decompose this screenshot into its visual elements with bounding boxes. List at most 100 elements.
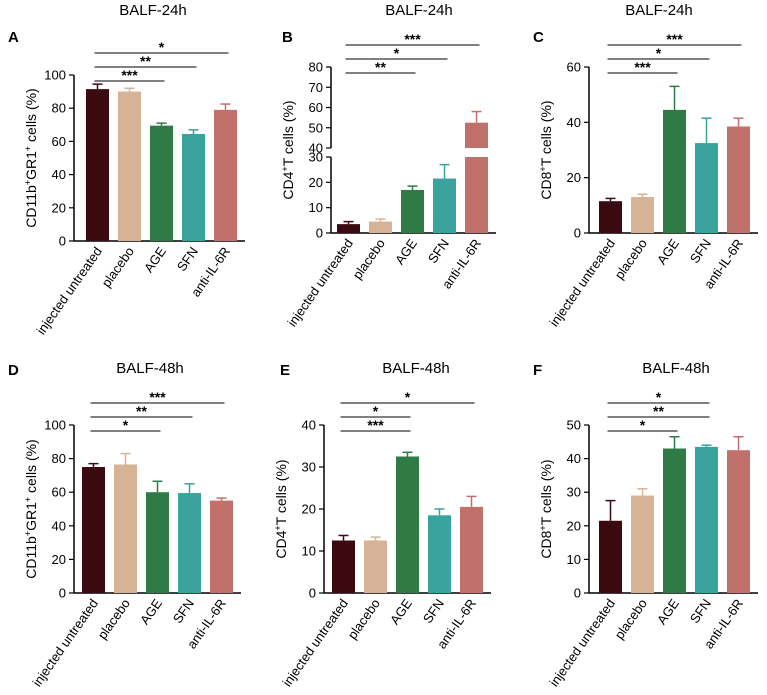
bar (631, 495, 654, 593)
bar (364, 540, 387, 593)
y-axis-label: CD4+T cells (%) (273, 459, 289, 558)
y-tick-label: 20 (302, 502, 316, 517)
y-label-part: GR1 (23, 151, 39, 180)
y-label-part: T cells (%) (280, 100, 296, 166)
significance-label: * (405, 389, 411, 405)
y-tick-label: 10 (302, 544, 316, 559)
significance-label: *** (404, 31, 421, 47)
bar (114, 464, 137, 593)
significance-label: *** (149, 389, 166, 405)
bar (695, 446, 718, 593)
bar (465, 157, 488, 233)
significance-label: * (373, 403, 379, 419)
panel-letter: F (533, 362, 542, 379)
y-tick-label: 0 (59, 234, 66, 249)
x-tick-label: SFN (425, 236, 452, 266)
significance-label: *** (666, 31, 683, 47)
y-axis-label: CD8+T cells (%) (538, 459, 554, 558)
y-tick-label: 20 (567, 170, 581, 185)
chart-title: BALF-24h (119, 2, 187, 19)
y-tick-label: 60 (52, 134, 66, 149)
panel-e: E BALF-48h 0 10 20 30 40 CD4+T cells (%) injecte… (273, 360, 491, 689)
y-tick-label: 20 (52, 200, 66, 215)
chart-title: BALF-48h (382, 360, 450, 377)
y-tick-label: 40 (52, 518, 66, 533)
bar (337, 224, 360, 233)
significance-label: * (656, 45, 662, 61)
bar (727, 450, 750, 593)
x-tick-label: placebo (345, 596, 383, 642)
y-tick-label: 30 (302, 460, 316, 475)
bar (396, 456, 419, 593)
x-tick-label: AGE (141, 244, 169, 275)
y-tick-label: 100 (44, 418, 66, 433)
x-tick-label: injected untreated (284, 236, 356, 329)
y-tick-label: 0 (316, 226, 323, 241)
significance-label: *** (121, 67, 138, 83)
y-tick-label: 0 (574, 226, 581, 241)
significance-label: * (394, 45, 400, 61)
x-tick-label: injected untreated (546, 596, 618, 689)
y-label-part: CD8 (538, 171, 554, 199)
y-tick-label: 40 (302, 418, 316, 433)
y-tick-label: 30 (309, 150, 323, 165)
y-label-part: CD8 (538, 530, 554, 558)
chart-title: BALF-48h (642, 360, 710, 377)
y-tick-label: 20 (309, 175, 323, 190)
bar (332, 540, 355, 593)
y-label-superscript: + (280, 166, 290, 171)
bar (433, 178, 456, 233)
x-tick-label: placebo (612, 236, 650, 282)
panel-letter: C (533, 29, 544, 46)
y-label-superscript: + (538, 525, 548, 530)
bar (82, 467, 105, 593)
bar (401, 189, 424, 233)
bar (460, 506, 483, 593)
y-label-superscript: + (273, 525, 283, 530)
y-tick-label: 40 (52, 167, 66, 182)
significance-label: ** (375, 59, 386, 75)
significance-label: * (640, 417, 646, 433)
x-tick-label: injected untreated (33, 244, 105, 337)
y-tick-label: 0 (574, 586, 581, 601)
y-tick-label: 40 (567, 451, 581, 466)
y-tick-label: 60 (567, 60, 581, 75)
y-label-superscript: + (23, 531, 33, 536)
y-axis-label: CD8+T cells (%) (538, 100, 554, 199)
y-label-part: CD11b (23, 536, 39, 579)
x-tick-label: injected untreated (546, 236, 618, 329)
x-tick-label: AGE (137, 596, 165, 627)
y-axis-label: CD11b+GR1+ cells (%) (23, 88, 39, 227)
bar (369, 221, 392, 233)
y-tick-label: 30 (567, 485, 581, 500)
y-label-part: T cells (%) (538, 100, 554, 166)
chart-title: BALF-24h (385, 2, 453, 19)
y-tick-label: 0 (309, 586, 316, 601)
y-tick-label: 10 (567, 552, 581, 567)
bar (86, 89, 109, 241)
bar (118, 91, 141, 241)
y-tick-label: 60 (52, 485, 66, 500)
bar (663, 448, 686, 593)
significance-label: *** (634, 59, 651, 75)
y-label-part: T cells (%) (273, 459, 289, 525)
y-tick-label: 50 (567, 418, 581, 433)
chart-title: BALF-48h (116, 360, 184, 377)
bar (214, 109, 237, 241)
bar (599, 201, 622, 233)
significance-label: ** (653, 403, 664, 419)
bar (428, 515, 451, 593)
y-tick-label: 20 (52, 552, 66, 567)
x-tick-label: SFN (687, 596, 714, 626)
y-tick-label: 20 (567, 518, 581, 533)
x-tick-label: placebo (350, 236, 388, 282)
x-tick-label: SFN (687, 236, 714, 266)
bar (146, 492, 169, 593)
y-label-part: CD11b (23, 185, 39, 228)
y-axis-label: CD4+T cells (%) (280, 100, 296, 199)
bar (727, 126, 750, 233)
